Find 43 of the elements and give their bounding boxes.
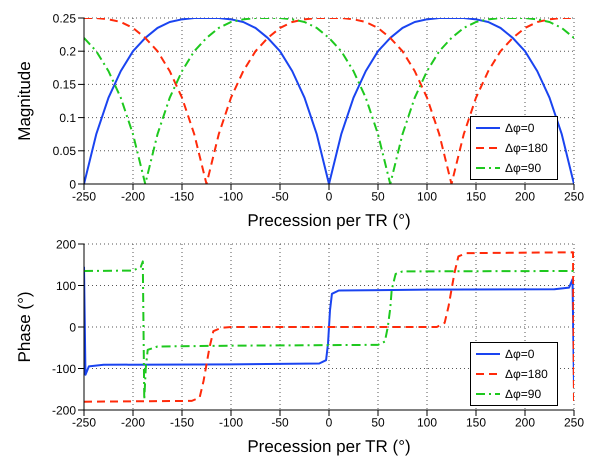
y-tick-label: 0 xyxy=(69,320,76,334)
legend-label: Δφ=180 xyxy=(505,141,548,155)
x-tick-label: 250 xyxy=(564,190,584,204)
y-tick-label: 0.1 xyxy=(59,110,76,125)
x-tick-label: 150 xyxy=(466,190,486,204)
x-tick-label: -150 xyxy=(170,190,194,204)
x-tick-label: 200 xyxy=(514,416,536,430)
x-tick-label: -250 xyxy=(72,190,96,204)
y-tick-label: 100 xyxy=(56,278,76,293)
y-tick-label: 0.25 xyxy=(52,11,76,26)
y-tick-label: 200 xyxy=(56,237,76,252)
x-tick-label: 100 xyxy=(416,416,438,430)
x-tick-label: 0 xyxy=(326,190,333,204)
legend-label: Δφ=90 xyxy=(505,161,542,175)
x-axis-title: Precession per TR (°) xyxy=(247,211,411,230)
x-tick-label: -50 xyxy=(271,190,289,204)
y-tick-label: -100 xyxy=(52,362,76,376)
x-tick-label: -200 xyxy=(120,416,146,430)
x-tick-label: 200 xyxy=(514,190,536,204)
x-tick-label: -100 xyxy=(218,416,244,430)
x-axis-title: Precession per TR (°) xyxy=(247,437,411,456)
x-tick-label: 250 xyxy=(564,416,584,430)
x-tick-label: -100 xyxy=(218,190,244,204)
x-tick-label: 50 xyxy=(371,190,385,204)
x-tick-label: 50 xyxy=(371,416,385,430)
legend-label: Δφ=90 xyxy=(505,387,542,401)
x-tick-label: -200 xyxy=(120,190,146,204)
y-axis-title: Phase (°) xyxy=(15,291,34,363)
y-tick-label: 0.05 xyxy=(52,144,76,158)
x-tick-label: 100 xyxy=(416,190,438,204)
x-tick-label: 150 xyxy=(466,416,486,430)
x-tick-label: -50 xyxy=(271,416,289,430)
y-tick-label: 0.2 xyxy=(59,44,76,58)
legend-label: Δφ=0 xyxy=(505,121,534,135)
x-tick-label: -150 xyxy=(170,416,194,430)
legend-label: Δφ=180 xyxy=(505,367,548,381)
y-tick-label: -200 xyxy=(52,403,76,418)
y-tick-label: 0 xyxy=(69,177,76,192)
y-tick-label: 0.15 xyxy=(52,78,76,92)
legend-label: Δφ=0 xyxy=(505,347,534,361)
y-axis-title: Magnitude xyxy=(15,61,34,141)
x-tick-label: 0 xyxy=(326,416,333,430)
x-tick-label: -250 xyxy=(72,416,96,430)
